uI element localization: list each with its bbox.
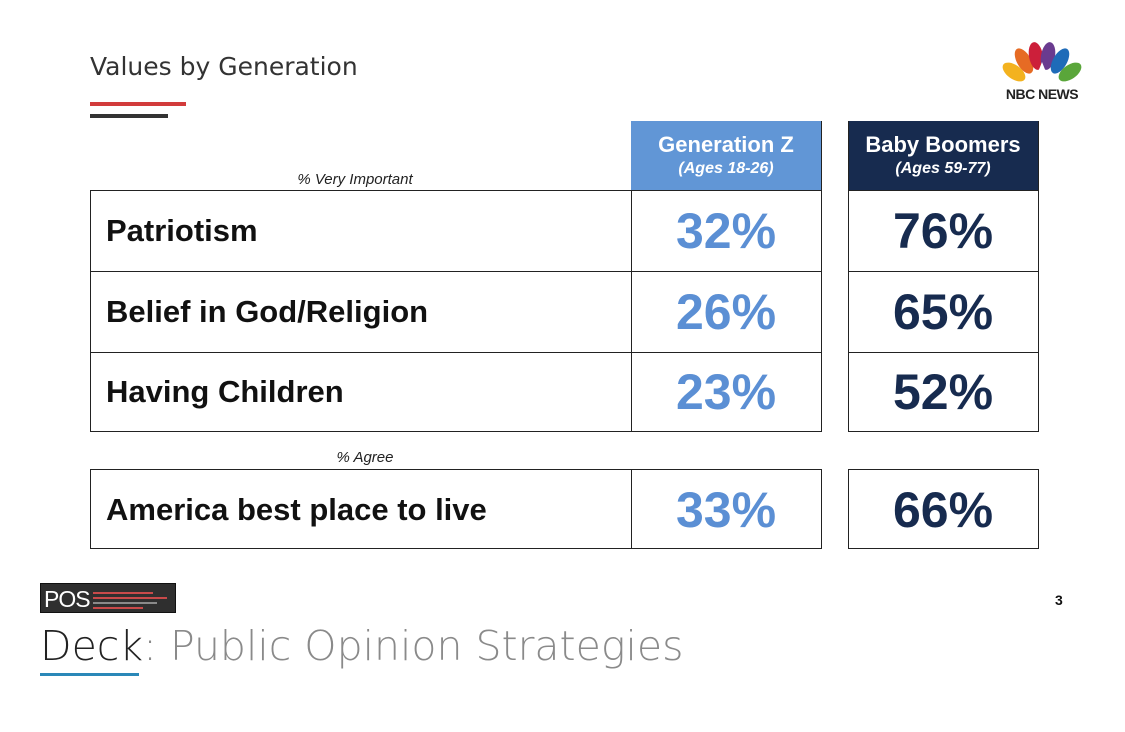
value-baby-boomers: 65% (892, 284, 994, 340)
deck-credit-source: : Public Opinion Strategies (143, 622, 684, 670)
peacock-icon (1002, 42, 1082, 82)
header-generation-z: Generation Z (Ages 18-26) (631, 121, 821, 191)
section-label-agree: % Agree (336, 449, 394, 466)
pos-logo: POS (40, 583, 176, 613)
row-label: Belief in God/Religion (106, 294, 429, 329)
title-accent-dark (90, 114, 168, 118)
deck-credit-label: Deck (40, 622, 144, 670)
value-generation-z: 26% (675, 284, 777, 340)
header-baby-boomers: Baby Boomers (Ages 59-77) (848, 121, 1038, 191)
value-baby-boomers: 52% (892, 364, 994, 420)
row-label: Patriotism (106, 213, 258, 248)
section-label-very-important: % Very Important (297, 171, 413, 188)
row-label: America best place to live (106, 492, 487, 527)
header-baby-boomers-name: Baby Boomers (865, 132, 1021, 157)
slide-title: Values by Generation (90, 52, 358, 81)
header-generation-z-name: Generation Z (658, 132, 794, 157)
value-baby-boomers: 66% (892, 482, 994, 538)
deck-credit: Deck: Public Opinion Strategies (40, 622, 683, 670)
value-generation-z: 32% (675, 203, 777, 259)
page-number: 3 (1055, 592, 1063, 608)
value-generation-z: 33% (675, 482, 777, 538)
row-label: Having Children (106, 374, 344, 409)
value-baby-boomers: 76% (892, 203, 994, 259)
pos-logo-text: POS (44, 586, 91, 612)
deck-underline (40, 673, 139, 676)
nbc-news-logo: NBC NEWS (1000, 38, 1088, 108)
header-baby-boomers-ages: (Ages 59-77) (895, 160, 991, 177)
header-generation-z-ages: (Ages 18-26) (678, 160, 774, 177)
nbc-news-logo-text: NBC NEWS (1005, 86, 1079, 102)
value-generation-z: 23% (675, 364, 777, 420)
title-accent-red (90, 102, 186, 106)
